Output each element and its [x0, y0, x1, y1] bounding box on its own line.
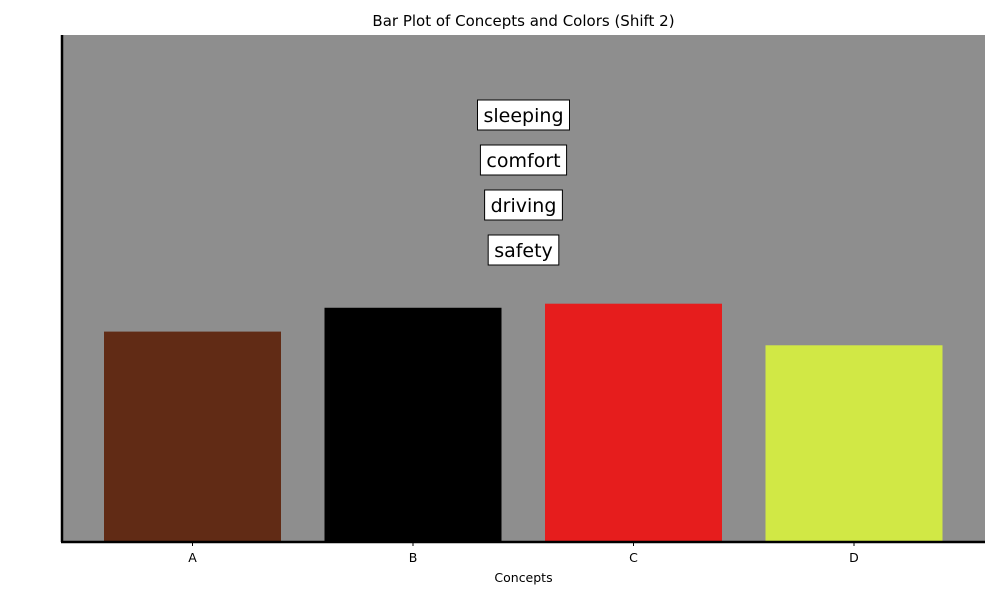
annotation-text: driving: [491, 195, 557, 217]
bars-group: [104, 303, 943, 542]
bar-a: [104, 331, 281, 542]
x-axis-label: Concepts: [494, 570, 552, 585]
x-tick-label: C: [629, 550, 638, 565]
annotation-sleeping: sleeping: [477, 99, 570, 131]
x-tick-label: D: [849, 550, 859, 565]
annotation-driving: driving: [484, 189, 563, 221]
annotations-group: sleeping comfort driving safety: [477, 99, 570, 266]
chart-title: Bar Plot of Concepts and Colors (Shift 2…: [372, 12, 674, 30]
bar-b: [324, 307, 502, 542]
annotation-box: [484, 189, 563, 221]
bar-d: [765, 345, 943, 542]
annotation-safety: safety: [487, 234, 560, 266]
annotation-comfort: comfort: [479, 144, 568, 176]
x-ticks-group: A B C D: [188, 542, 859, 565]
annotation-text: safety: [494, 240, 553, 262]
annotation-text: sleeping: [484, 105, 564, 127]
annotation-box: [487, 234, 560, 266]
annotation-text: comfort: [486, 150, 560, 172]
annotation-box: [479, 144, 568, 176]
x-tick-label: A: [188, 550, 197, 565]
annotation-box: [477, 99, 570, 131]
bar-c: [545, 303, 722, 542]
x-tick-label: B: [409, 550, 418, 565]
